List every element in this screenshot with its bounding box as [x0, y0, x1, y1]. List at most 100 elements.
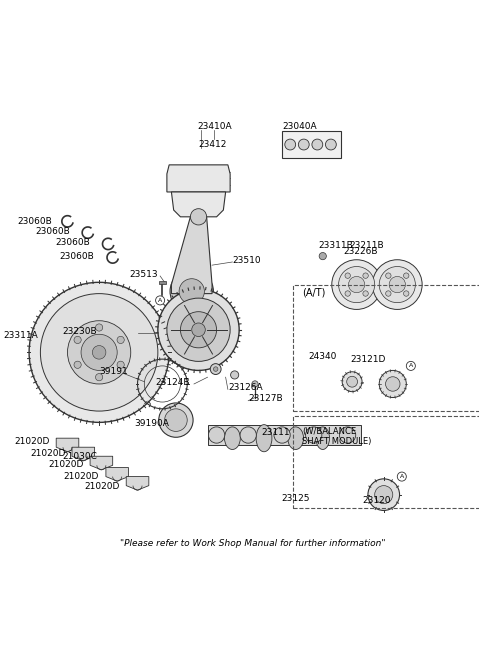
Text: 39190A: 39190A	[134, 419, 169, 428]
Circle shape	[40, 293, 158, 411]
Circle shape	[375, 485, 393, 504]
Circle shape	[404, 291, 409, 296]
Circle shape	[379, 267, 415, 303]
Circle shape	[347, 376, 358, 387]
Text: 21020D: 21020D	[30, 449, 65, 458]
Text: 23124B: 23124B	[155, 378, 190, 387]
Text: 23510: 23510	[232, 256, 261, 265]
Circle shape	[180, 312, 216, 348]
Text: 23311B: 23311B	[318, 241, 353, 250]
Circle shape	[379, 371, 407, 398]
Circle shape	[158, 289, 239, 371]
Text: 23126A: 23126A	[228, 383, 263, 392]
Text: 23060B: 23060B	[55, 238, 90, 247]
Circle shape	[165, 409, 187, 432]
Circle shape	[285, 139, 296, 150]
Polygon shape	[56, 438, 79, 452]
Text: 23120: 23120	[363, 496, 391, 504]
Circle shape	[74, 336, 81, 343]
Text: 23040A: 23040A	[283, 122, 317, 131]
Bar	[282, 131, 341, 158]
Circle shape	[348, 276, 365, 293]
Circle shape	[96, 324, 103, 331]
Circle shape	[389, 276, 406, 293]
Text: 21020D: 21020D	[64, 472, 99, 481]
Circle shape	[306, 427, 322, 443]
Circle shape	[372, 260, 422, 309]
Text: (A/T): (A/T)	[302, 288, 326, 298]
Circle shape	[345, 291, 350, 296]
Text: 23410A: 23410A	[197, 122, 232, 131]
Text: 21020D: 21020D	[48, 460, 84, 470]
Circle shape	[179, 279, 204, 304]
Text: 23412: 23412	[198, 140, 226, 149]
Text: 23060B: 23060B	[60, 252, 95, 261]
Circle shape	[159, 403, 193, 438]
Circle shape	[363, 291, 368, 296]
Circle shape	[192, 323, 205, 337]
Circle shape	[191, 209, 207, 225]
Polygon shape	[126, 477, 149, 490]
Circle shape	[385, 377, 400, 391]
Circle shape	[252, 381, 258, 387]
Text: 21020D: 21020D	[84, 482, 120, 491]
Text: 39191: 39191	[100, 367, 129, 376]
Ellipse shape	[288, 427, 303, 449]
Text: 23127B: 23127B	[248, 394, 283, 403]
Circle shape	[332, 260, 382, 309]
Circle shape	[345, 273, 350, 278]
Circle shape	[338, 267, 375, 303]
Circle shape	[167, 298, 230, 362]
Ellipse shape	[256, 424, 272, 452]
Polygon shape	[171, 217, 212, 293]
Circle shape	[368, 479, 399, 510]
Text: (W/BALANCE
SHAFT MODULE): (W/BALANCE SHAFT MODULE)	[302, 427, 372, 446]
Text: A: A	[409, 364, 413, 368]
Text: 23230B: 23230B	[62, 327, 97, 335]
Circle shape	[29, 282, 169, 422]
Polygon shape	[72, 447, 95, 460]
Text: 23060B: 23060B	[17, 217, 52, 226]
Polygon shape	[90, 457, 113, 470]
Polygon shape	[207, 424, 361, 445]
Text: A: A	[158, 298, 162, 303]
Text: A: A	[400, 474, 404, 479]
Circle shape	[96, 373, 103, 381]
Circle shape	[92, 346, 106, 359]
Text: 23311A: 23311A	[3, 331, 38, 340]
Text: 23211B: 23211B	[349, 241, 384, 250]
Circle shape	[299, 139, 309, 150]
Text: 21030C: 21030C	[62, 452, 97, 460]
Ellipse shape	[225, 427, 240, 449]
Circle shape	[342, 372, 362, 392]
Circle shape	[192, 195, 204, 206]
Circle shape	[210, 364, 221, 375]
Circle shape	[117, 361, 124, 368]
Circle shape	[319, 253, 326, 260]
Circle shape	[74, 361, 81, 368]
Polygon shape	[106, 468, 129, 481]
Circle shape	[407, 362, 415, 371]
Bar	[159, 281, 166, 284]
Text: 23226B: 23226B	[343, 247, 378, 256]
Text: "Please refer to Work Shop Manual for further information": "Please refer to Work Shop Manual for fu…	[120, 539, 385, 548]
Polygon shape	[171, 192, 226, 217]
Circle shape	[68, 321, 131, 384]
Text: 23121D: 23121D	[350, 354, 386, 364]
Circle shape	[208, 427, 225, 443]
Circle shape	[312, 139, 323, 150]
Circle shape	[156, 296, 165, 305]
Circle shape	[214, 367, 218, 371]
Circle shape	[385, 273, 391, 278]
Circle shape	[397, 472, 407, 481]
Circle shape	[240, 427, 256, 443]
Circle shape	[81, 334, 117, 371]
Ellipse shape	[316, 427, 330, 449]
Circle shape	[363, 273, 368, 278]
Circle shape	[230, 371, 239, 379]
Circle shape	[339, 427, 356, 443]
Circle shape	[117, 336, 124, 343]
Circle shape	[274, 427, 290, 443]
Circle shape	[170, 270, 214, 313]
Text: 23060B: 23060B	[35, 227, 70, 236]
